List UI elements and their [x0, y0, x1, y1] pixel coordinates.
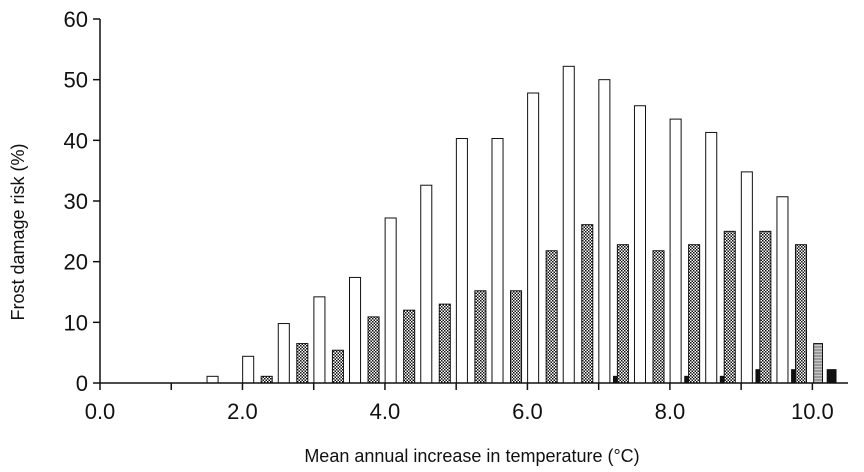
bar-white [598, 79, 611, 384]
x-tick-label: 6.0 [512, 399, 543, 424]
bar-checker [616, 244, 629, 384]
bar-checker [723, 230, 736, 384]
bar-white [491, 138, 504, 384]
x-tick-label: 8.0 [655, 399, 686, 424]
y-tick-label: 0 [76, 371, 88, 396]
bar-white [313, 296, 326, 384]
bar-white [633, 105, 647, 384]
bar-gray [813, 343, 823, 384]
bar-white [705, 131, 718, 384]
bar-checker [688, 244, 701, 384]
bar-white [669, 118, 682, 384]
bar-checker [581, 224, 594, 384]
bar-white [527, 92, 540, 384]
bar-checker [296, 343, 309, 384]
bar-checker [403, 309, 416, 384]
bar-white [776, 196, 789, 384]
x-tick-label: 4.0 [370, 399, 401, 424]
bar-checker [794, 244, 808, 384]
bar-white [349, 276, 362, 384]
x-tick-label: 10.0 [791, 399, 834, 424]
x-tick-label: 2.0 [227, 399, 258, 424]
y-tick-label: 50 [64, 68, 88, 93]
bar-white [455, 138, 468, 384]
y-axis-title: Frost damage risk (%) [8, 143, 28, 320]
bar-checker [367, 316, 380, 384]
bar-checker [510, 290, 523, 384]
bar-white [242, 355, 255, 384]
bar-checker [474, 290, 487, 384]
y-tick-label: 30 [64, 189, 88, 214]
y-tick-label: 40 [64, 128, 88, 153]
bar-white [277, 323, 290, 384]
bar-checker [438, 303, 451, 384]
bar-checker [759, 230, 772, 384]
y-tick-label: 60 [64, 7, 88, 32]
bar-white [384, 217, 397, 384]
axes-layer: 0 10 20 30 40 50 60 [64, 7, 848, 396]
bars-layer [206, 65, 837, 384]
y-tick-label: 20 [64, 250, 88, 275]
bar-checker [652, 250, 665, 384]
bar-white [206, 375, 219, 384]
bar-white [420, 184, 433, 384]
bar-white [740, 171, 753, 384]
x-tick-label: 0.0 [85, 399, 116, 424]
bar-black [826, 369, 837, 384]
bar-checker [331, 349, 344, 384]
bar-checker [260, 375, 273, 384]
y-tick-label: 10 [64, 310, 88, 335]
x-axis-title: Mean annual increase in temperature (°C) [304, 446, 639, 466]
bar-white [562, 65, 575, 384]
bar-checker [545, 250, 558, 384]
